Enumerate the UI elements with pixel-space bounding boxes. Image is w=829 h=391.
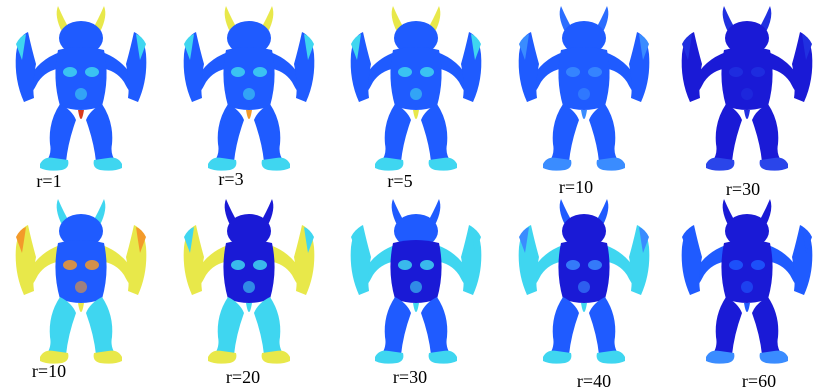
monster-mesh-heatmap [350, 199, 482, 364]
monster-mesh-heatmap [15, 199, 147, 364]
mesh-panel: r=5 [337, 2, 495, 196]
monster-mesh-heatmap [681, 6, 813, 171]
radius-label: r=10 [31, 361, 67, 381]
mesh-panel: r=30 [337, 195, 495, 389]
radius-label: r=30 [392, 367, 428, 387]
mesh-panel: r=1 [2, 2, 160, 196]
monster-mesh-heatmap [518, 199, 650, 364]
radius-label: r=10 [558, 177, 594, 197]
mesh-panel: r=20 [170, 195, 328, 389]
monster-mesh-heatmap [518, 6, 650, 171]
radius-label: r=60 [741, 371, 777, 391]
radius-label: r=30 [725, 179, 761, 199]
mesh-panel: r=10 [2, 195, 160, 389]
radius-label: r=1 [36, 171, 62, 191]
radius-label: r=40 [576, 371, 612, 391]
monster-mesh-heatmap [350, 6, 482, 171]
mesh-panel: r=60 [668, 195, 826, 391]
mesh-panel: r=10 [505, 2, 663, 196]
mesh-panel: r=30 [668, 2, 826, 198]
monster-mesh-heatmap [681, 199, 813, 364]
monster-mesh-heatmap [183, 199, 315, 364]
mesh-panel: r=40 [505, 195, 663, 390]
radius-label: r=20 [225, 367, 261, 387]
monster-mesh-heatmap [15, 6, 147, 171]
radius-label: r=5 [387, 171, 413, 191]
radius-label: r=3 [218, 169, 244, 189]
mesh-panel: r=3 [170, 2, 328, 196]
monster-mesh-heatmap [183, 6, 315, 171]
